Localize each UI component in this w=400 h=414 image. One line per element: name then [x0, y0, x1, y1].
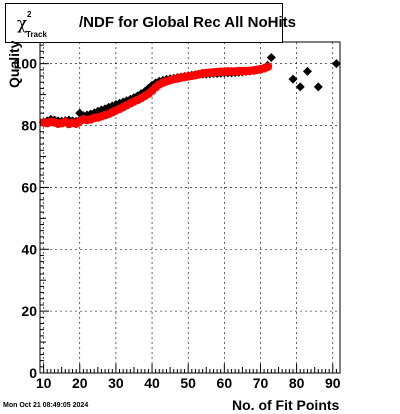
x-tick-label: 70	[253, 375, 269, 391]
x-tick-label: 10	[36, 375, 52, 391]
black-diamond-point	[302, 66, 312, 76]
axis-ticks: 10 20 30 40 50 60 70 80 90 0 20 40 60 80 100	[14, 44, 341, 391]
y-tick-label: 0	[29, 365, 37, 381]
x-axis-label: No. of Fit Points	[232, 397, 340, 413]
black-diamond-point	[331, 59, 341, 69]
x-tick-label: 30	[108, 375, 124, 391]
x-tick-label: 60	[217, 375, 233, 391]
y-axis-label: Quality	[6, 40, 22, 88]
y-tick-label: 100	[14, 56, 38, 72]
y-tick-label: 80	[21, 118, 37, 134]
title-subscript: Track	[26, 30, 47, 39]
x-tick-label: 40	[144, 375, 160, 391]
title-text: /NDF for Global Rec All NoHits	[79, 14, 296, 31]
data-points	[39, 52, 341, 129]
chart-title: χ 2 Track /NDF for Global Rec All NoHits	[5, 3, 296, 43]
timestamp: Mon Oct 21 08:49:05 2024	[3, 402, 89, 409]
x-tick-label: 50	[180, 375, 196, 391]
y-tick-label: 20	[21, 303, 37, 319]
black-diamond-point	[313, 82, 323, 92]
y-tick-label: 60	[21, 179, 37, 195]
title-chi-symbol: χ	[17, 14, 28, 34]
grid	[40, 42, 340, 374]
title-superscript: 2	[27, 10, 32, 19]
black-diamond-point	[266, 52, 276, 62]
x-tick-label: 90	[325, 375, 341, 391]
black-diamond-point	[288, 74, 298, 84]
red-circle-point	[263, 62, 273, 72]
x-tick-label: 20	[72, 375, 88, 391]
black-diamond-point	[295, 82, 305, 92]
y-tick-label: 40	[21, 241, 37, 257]
x-tick-label: 80	[289, 375, 305, 391]
plot-frame	[39, 41, 341, 374]
